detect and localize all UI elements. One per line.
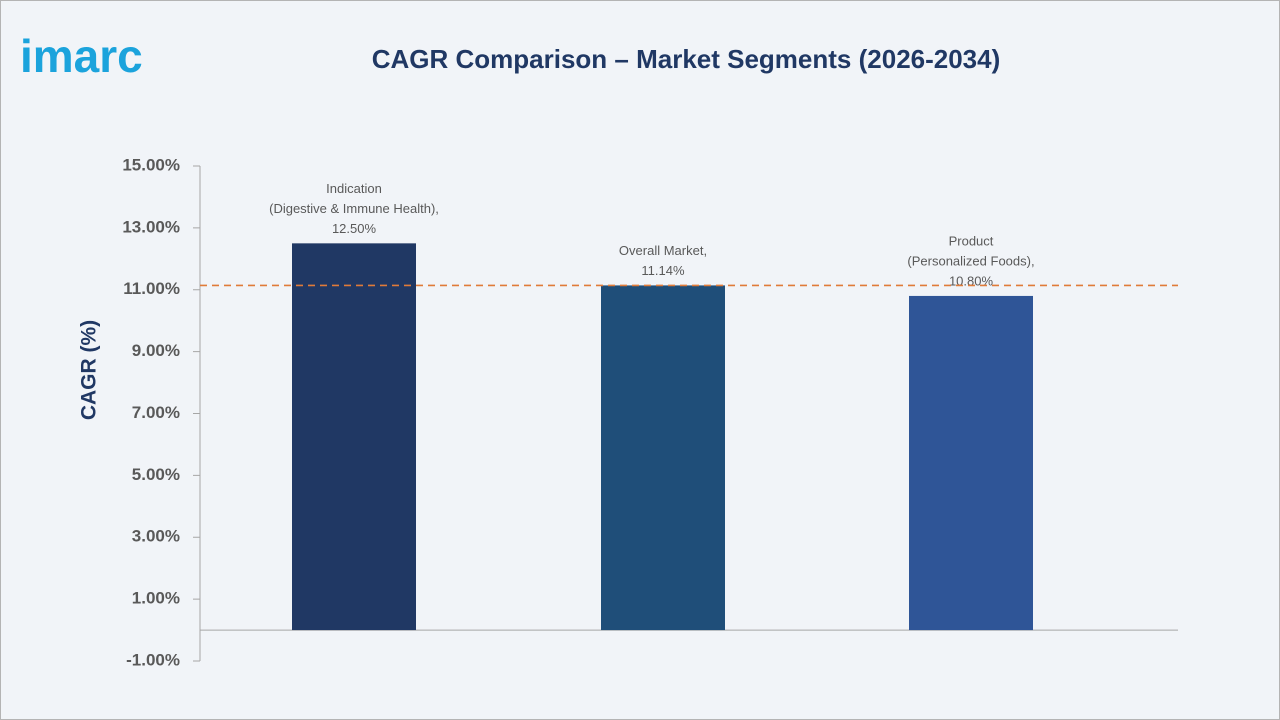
data-label-category: Overall Market,: [619, 243, 707, 258]
y-tick-label: 15.00%: [122, 155, 180, 174]
y-axis-label: CAGR (%): [78, 320, 101, 420]
y-tick-label: 13.00%: [122, 217, 180, 236]
data-label: 12.50%: [332, 221, 377, 236]
bar: [292, 243, 416, 631]
data-label-category: Product: [949, 233, 994, 248]
data-label: 11.14%: [641, 263, 685, 278]
y-tick-label: 1.00%: [132, 589, 180, 608]
y-tick-label: 3.00%: [132, 527, 180, 546]
data-label-category: (Personalized Foods),: [907, 253, 1034, 268]
data-label-category: (Digestive & Immune Health),: [269, 201, 439, 216]
data-label-category: Indication: [326, 181, 382, 196]
y-tick-label: 9.00%: [132, 341, 180, 360]
y-tick-label: 5.00%: [132, 465, 180, 484]
y-tick-label: 7.00%: [132, 403, 180, 422]
bar: [601, 285, 725, 631]
y-tick-label: -1.00%: [126, 650, 180, 669]
bar: [909, 295, 1033, 631]
logo: imarc: [20, 30, 143, 82]
y-tick-label: 11.00%: [123, 279, 180, 298]
chart-title: CAGR Comparison – Market Segments (2026-…: [372, 44, 1001, 74]
